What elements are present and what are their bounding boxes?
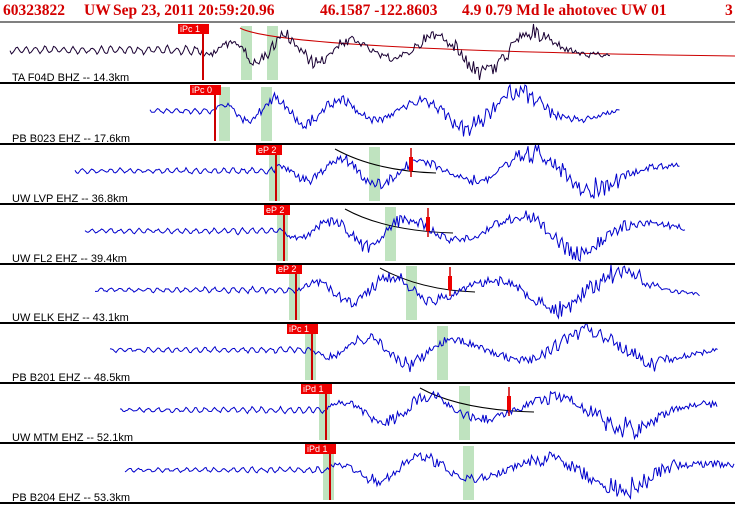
station-label: UW ELK EHZ -- 43.1km — [12, 312, 129, 324]
s-pick-marker[interactable] — [426, 217, 430, 231]
page-number: 3 — [725, 2, 733, 19]
event-header: 60323822 UW Sep 23, 2011 20:59:20.96 46.… — [0, 0, 735, 22]
event-id: 60323822 — [3, 2, 65, 19]
waveform-trace — [149, 83, 620, 137]
s-pick-marker[interactable] — [448, 276, 452, 290]
event-coordinates: 46.1587 -122.8603 — [320, 2, 438, 19]
station-label: TA F04D BHZ -- 14.3km — [12, 72, 129, 84]
pick-label: iPd 1 — [307, 444, 328, 454]
trace-separators — [0, 21, 735, 504]
analysis-window — [261, 87, 272, 141]
waveform-trace — [74, 144, 680, 199]
waveform-trace — [9, 23, 611, 81]
pick-marker-box[interactable] — [305, 444, 336, 454]
analysis-window — [459, 386, 470, 440]
pick-marker-box[interactable] — [301, 384, 332, 394]
station-label: PB B201 EHZ -- 48.5km — [12, 372, 130, 384]
pick-label: iPd 1 — [303, 384, 324, 394]
pick-marker-box[interactable] — [264, 205, 290, 215]
travel-time-curve — [334, 148, 437, 174]
analysis-window — [219, 87, 230, 141]
analysis-window — [267, 26, 278, 80]
pick-label: eP 2 — [278, 264, 296, 274]
pick-label: iPc 0 — [192, 85, 212, 95]
event-datetime: Sep 23, 2011 20:59:20.96 — [113, 2, 275, 19]
event-magnitude: 4.9 0.79 Md le ahotovec UW 01 — [462, 2, 667, 19]
pick-label: iPc 1 — [289, 324, 309, 334]
waveform-trace — [124, 451, 735, 500]
waveform-trace — [84, 210, 686, 262]
pick-marker-box[interactable] — [190, 85, 221, 95]
s-pick-marker[interactable] — [409, 157, 413, 171]
analysis-window — [277, 207, 288, 261]
station-label: UW LVP EHZ -- 36.8km — [12, 193, 128, 205]
pick-marker-box[interactable] — [256, 145, 282, 155]
station-label: UW FL2 EHZ -- 39.4km — [12, 253, 127, 265]
pick-label: eP 2 — [266, 205, 284, 215]
pick-label: iPc 1 — [180, 24, 200, 34]
analysis-window — [437, 326, 448, 380]
analysis-window — [406, 266, 417, 320]
analysis-window — [463, 446, 474, 500]
event-network: UW — [84, 2, 111, 19]
waveform-trace — [109, 323, 718, 373]
phase-picks: iPc 1 iPc 0 eP 2 eP 2 eP 2 iPc 1 iPd 1 iPd 1 — [178, 24, 511, 500]
analysis-window — [319, 386, 330, 440]
analysis-window — [323, 446, 334, 500]
travel-time-curve — [379, 267, 476, 293]
waveform-traces — [9, 23, 735, 500]
station-label: UW MTM EHZ -- 52.1km — [12, 432, 133, 444]
station-label: PB B204 EHZ -- 53.3km — [12, 492, 130, 504]
pick-marker-box[interactable] — [287, 324, 318, 334]
station-label: PB B023 EHZ -- 17.6km — [12, 133, 130, 145]
travel-time-curve — [239, 27, 735, 57]
pick-marker-box[interactable] — [276, 264, 302, 274]
trace-labels: TA F04D BHZ -- 14.3km PB B023 EHZ -- 17.6… — [12, 72, 133, 504]
s-pick-marker[interactable] — [507, 396, 511, 410]
travel-time-curve — [419, 387, 535, 413]
waveform-trace — [119, 390, 718, 441]
pick-marker-box[interactable] — [178, 24, 209, 34]
waveform-trace — [95, 264, 700, 320]
pick-label: eP 2 — [258, 145, 276, 155]
analysis-window — [369, 147, 380, 201]
analysis-window — [305, 326, 316, 380]
analysis-window — [269, 147, 280, 201]
analysis-window — [385, 207, 396, 261]
